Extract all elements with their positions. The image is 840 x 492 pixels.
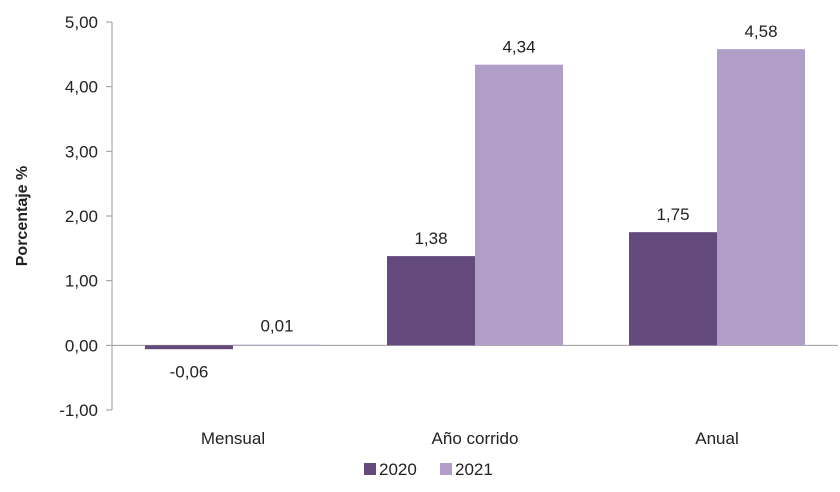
category-label: Mensual (201, 429, 265, 448)
bars-layer (145, 49, 805, 350)
bar-2021-0 (233, 344, 321, 346)
y-tick-label: 2,00 (65, 207, 98, 226)
legend: 2020 2021 (364, 460, 493, 479)
data-label: 0,01 (260, 316, 293, 335)
y-tick-label: 0,00 (65, 336, 98, 355)
bar-2020-2 (629, 232, 717, 346)
bar-2021-2 (717, 49, 805, 346)
bar-2020-0 (145, 345, 233, 350)
y-tick-label: 1,00 (65, 272, 98, 291)
legend-label: 2021 (455, 460, 493, 479)
legend-swatch-2020 (364, 463, 376, 475)
data-label: 4,34 (502, 38, 535, 57)
y-tick-label: -1,00 (59, 401, 98, 420)
legend-swatch-2021 (440, 463, 452, 475)
y-axis-title: Porcentaje % (14, 166, 31, 266)
data-label: -0,06 (170, 362, 209, 381)
labels-layer: -0,06 0,01 Mensual 1,38 4,34 Año corrido 1,75 4… (170, 22, 778, 448)
bar-2020-1 (387, 256, 475, 346)
category-label: Año corrido (432, 429, 519, 448)
y-tick-label: 4,00 (65, 78, 98, 97)
data-label: 4,58 (744, 22, 777, 41)
data-label: 1,38 (414, 229, 447, 248)
category-label: Anual (695, 429, 738, 448)
y-tick-label: 3,00 (65, 142, 98, 161)
data-label: 1,75 (656, 205, 689, 224)
bar-2021-1 (475, 64, 563, 346)
y-tick-label: 5,00 (65, 13, 98, 32)
axes-layer: -1,00 0,00 1,00 2,00 3,00 4,00 5,00 (59, 13, 838, 420)
legend-label: 2020 (379, 460, 417, 479)
